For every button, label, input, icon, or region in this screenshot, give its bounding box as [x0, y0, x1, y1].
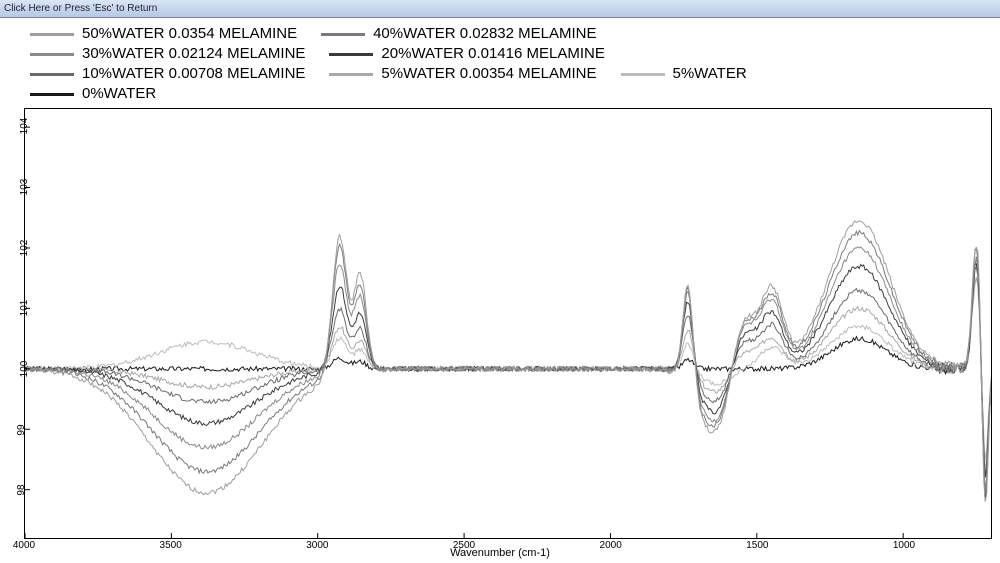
legend-swatch [30, 53, 74, 56]
legend-item: 50%WATER 0.0354 MELAMINE [30, 24, 297, 44]
chart-plot-area [24, 108, 992, 539]
y-tick-label: 101 [19, 300, 30, 317]
legend-swatch [621, 73, 665, 76]
legend-label: 5%WATER 0.00354 MELAMINE [381, 64, 596, 84]
y-tick-label: 100 [19, 361, 30, 378]
legend-item: 30%WATER 0.02124 MELAMINE [30, 44, 305, 64]
chart-legend: 50%WATER 0.0354 MELAMINE 40%WATER 0.02832… [30, 24, 771, 104]
legend-row: 30%WATER 0.02124 MELAMINE 20%WATER 0.0141… [30, 44, 771, 64]
legend-row: 0%WATER [30, 84, 771, 104]
spectrum-line [25, 278, 991, 466]
legend-swatch [30, 33, 74, 36]
spectrum-line [25, 264, 991, 500]
legend-label: 20%WATER 0.01416 MELAMINE [381, 44, 604, 64]
legend-item: 20%WATER 0.01416 MELAMINE [329, 44, 604, 64]
legend-label: 5%WATER [673, 64, 747, 84]
x-tick-label: 1000 [893, 540, 915, 551]
x-tick-label: 4000 [13, 540, 35, 551]
legend-item: 40%WATER 0.02832 MELAMINE [321, 24, 596, 44]
window-titlebar[interactable]: Click Here or Press 'Esc' to Return [0, 0, 1000, 18]
legend-swatch [329, 73, 373, 76]
legend-label: 40%WATER 0.02832 MELAMINE [373, 24, 596, 44]
legend-item: 10%WATER 0.00708 MELAMINE [30, 64, 305, 84]
legend-label: 0%WATER [82, 84, 156, 104]
spectrum-line [25, 221, 991, 502]
legend-row: 10%WATER 0.00708 MELAMINE 5%WATER 0.00354… [30, 64, 771, 84]
y-tick-label: 104 [19, 118, 30, 135]
y-tick-label: 103 [19, 179, 30, 196]
legend-label: 50%WATER 0.0354 MELAMINE [82, 24, 297, 44]
x-tick-label: 3000 [306, 540, 328, 551]
x-tick-label: 3500 [160, 540, 182, 551]
titlebar-text: Click Here or Press 'Esc' to Return [4, 3, 157, 14]
legend-item: 5%WATER [621, 64, 747, 84]
legend-swatch [30, 73, 74, 76]
legend-item: 0%WATER [30, 84, 156, 104]
legend-row: 50%WATER 0.0354 MELAMINE 40%WATER 0.02832… [30, 24, 771, 44]
x-tick-label: 1500 [746, 540, 768, 551]
y-tick-label: 98 [16, 485, 27, 496]
legend-swatch [30, 93, 74, 96]
legend-label: 10%WATER 0.00708 MELAMINE [82, 64, 305, 84]
y-tick-label: 99 [16, 424, 27, 435]
x-tick-label: 2000 [600, 540, 622, 551]
spectrum-line [25, 267, 991, 477]
legend-swatch [329, 53, 373, 56]
legend-item: 5%WATER 0.00354 MELAMINE [329, 64, 596, 84]
legend-label: 30%WATER 0.02124 MELAMINE [82, 44, 305, 64]
y-tick-label: 102 [19, 239, 30, 256]
legend-swatch [321, 33, 365, 36]
chart-svg [25, 109, 991, 538]
spectrum-line [25, 231, 991, 496]
x-tick-label: 2500 [453, 540, 475, 551]
